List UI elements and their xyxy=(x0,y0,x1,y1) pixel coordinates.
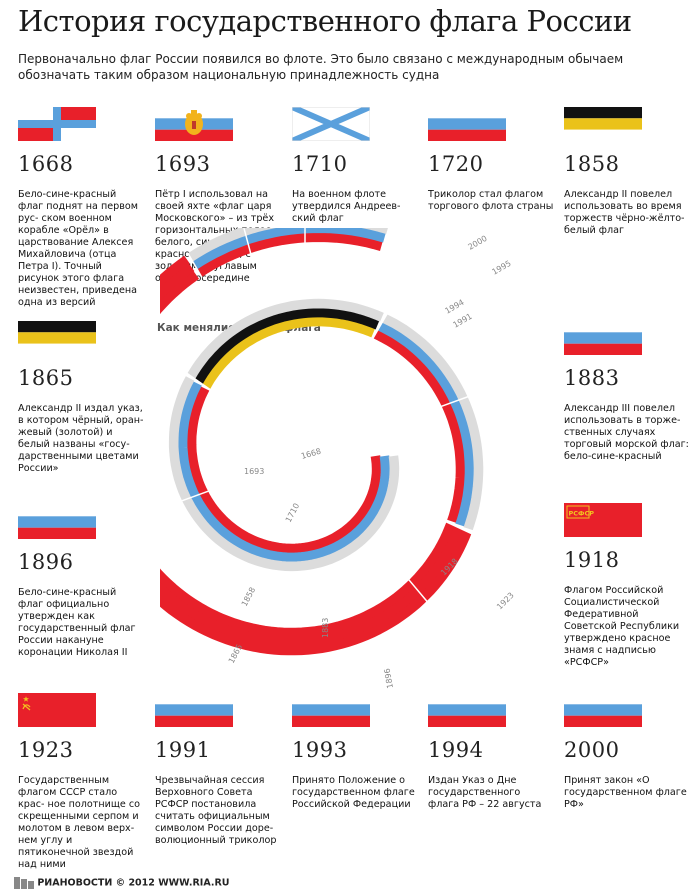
double-headed-eagle-icon xyxy=(185,110,203,135)
spiral-black-gold-white xyxy=(187,298,384,390)
hammer-sickle-icon xyxy=(22,703,31,711)
spiral-year-1896: 1896 xyxy=(383,668,395,690)
spiral-tick-3 xyxy=(440,395,469,408)
spiral-bands xyxy=(160,228,484,656)
spiral-tricolor-modern-red-stripe xyxy=(196,232,383,278)
card-description: Флагом Российской Социалистической Федер… xyxy=(564,585,680,668)
year-label: 1858 xyxy=(564,152,620,176)
tsar-flag-with-eagle-1693 xyxy=(155,107,233,141)
year-label: 2000 xyxy=(564,738,620,762)
card-description: На военном флоте утвердился Андреев- ски… xyxy=(292,189,401,224)
spiral-tricolor-modern xyxy=(187,228,388,278)
year-label: 1693 xyxy=(155,152,211,176)
spiral-tricolor-early-blue-stripe xyxy=(177,381,391,563)
rsfsr-flag-1918: РСФСР xyxy=(564,503,642,537)
spiral-black-gold-white-black-stripe xyxy=(194,307,380,384)
tricolor-flag-1991 xyxy=(155,693,233,727)
tricolor-flag-1720 xyxy=(428,107,506,141)
footer-logo-text: РИАНОВОСТИ xyxy=(37,877,113,889)
spiral-tick-4 xyxy=(445,521,473,535)
year-label: 1923 xyxy=(18,738,74,762)
year-label: 1865 xyxy=(18,366,74,390)
spiral-red-soviet-red-stripe xyxy=(160,255,472,656)
year-label: 1668 xyxy=(18,152,74,176)
card-description: Принято Положение о государственном флаг… xyxy=(292,775,415,810)
spiral-tricolor-middle xyxy=(373,314,484,531)
year-label: 1883 xyxy=(564,366,620,390)
spiral-tick-2 xyxy=(372,313,388,340)
year-label: 1918 xyxy=(564,548,620,572)
spiral-tricolor-modern-white-stripe xyxy=(187,228,388,262)
year-label: 1991 xyxy=(155,738,211,762)
spiral-year-1858: 1858 xyxy=(240,586,258,608)
rsfsr-flag-text: РСФСР xyxy=(569,510,595,518)
spiral-year-1710: 1710 xyxy=(284,502,302,524)
spiral-tricolor-middle-white-stripe xyxy=(382,314,484,531)
black-gold-white-flag-1865 xyxy=(18,321,96,355)
spiral-year-1883: 1883 xyxy=(321,618,330,638)
spiral-red-soviet-red-stripe xyxy=(160,263,464,647)
tricolor-flag-2000 xyxy=(564,693,642,727)
spiral-tricolor-middle-blue-stripe xyxy=(377,321,475,527)
ria-logo-icon xyxy=(14,877,34,889)
year-label: 1710 xyxy=(292,152,348,176)
spiral-year-1668: 1668 xyxy=(300,447,322,461)
spiral-year-2000: 2000 xyxy=(467,234,489,252)
spiral-red-soviet-red-stripe xyxy=(160,271,456,638)
tricolor-flag-1896 xyxy=(18,505,96,539)
spiral-year-1693: 1693 xyxy=(244,467,264,476)
year-label: 1993 xyxy=(292,738,348,762)
flag-color-spiral: 1668 1693 1710 1858 1865 1883 1896 1918 … xyxy=(160,228,516,690)
spiral-tick-5 xyxy=(408,579,428,603)
spiral-tick-6 xyxy=(186,252,203,279)
year-label: 1720 xyxy=(428,152,484,176)
spiral-tricolor-early xyxy=(168,376,400,572)
spiral-year-1865: 1865 xyxy=(227,643,245,665)
spiral-ticks xyxy=(181,228,473,603)
tricolor-flag-1994 xyxy=(428,693,506,727)
page-title: История государственного флага России xyxy=(18,4,632,38)
footer-copyright: © 2012 WWW.RIA.RU xyxy=(115,877,230,889)
card-description: Чрезвычайная сессия Верховного Совета РС… xyxy=(155,775,277,846)
footer: РИАНОВОСТИ © 2012 WWW.RIA.RU xyxy=(14,877,229,889)
card-description: Триколор стал флагом торгового флота стр… xyxy=(428,189,554,212)
card-description: Принят закон «О государственном флаге РФ… xyxy=(564,775,687,810)
spiral-tricolor-early-white-stripe xyxy=(168,376,400,572)
spiral-year-1995: 1995 xyxy=(491,259,513,277)
spiral-tricolor-modern-blue-stripe xyxy=(192,228,386,270)
spiral-tick-7 xyxy=(243,228,252,254)
card-description: Александр II повелел использовать во вре… xyxy=(564,189,685,236)
card-description: Издан Указ о Дне государственного флага … xyxy=(428,775,542,810)
card-description: Александр II издал указ, в котором чёрны… xyxy=(18,403,144,474)
ussr-flag-1923 xyxy=(18,693,96,727)
tricolor-flag-1883 xyxy=(564,321,642,355)
spiral-tick-1 xyxy=(186,372,211,391)
card-description: Бело-сине-красный флаг официально утверж… xyxy=(18,587,136,658)
st-andrew-flag-1710 xyxy=(292,107,370,141)
card-description: Государственным флагом СССР стало крас- … xyxy=(18,775,141,870)
spiral-year-1994: 1994 xyxy=(444,298,466,316)
year-label: 1994 xyxy=(428,738,484,762)
spiral-year-1923: 1923 xyxy=(495,591,516,612)
card-description: Александр III повелел использовать в тор… xyxy=(564,403,689,462)
spiral-black-gold-white-white-stripe xyxy=(187,298,384,379)
spiral-year-1991: 1991 xyxy=(452,312,474,330)
page-subtitle: Первоначально флаг России появился во фл… xyxy=(18,52,624,82)
tricolor-flag-1993 xyxy=(292,693,370,727)
year-label: 1896 xyxy=(18,550,74,574)
card-description: Бело-сине-красный флаг поднят на первом … xyxy=(18,189,138,308)
spiral-tick-0 xyxy=(181,490,209,502)
spiral-black-gold-white-gold-stripe xyxy=(201,316,376,390)
star-icon xyxy=(23,696,29,702)
spiral-tricolor-middle-red-stripe xyxy=(373,329,466,523)
black-gold-white-flag-1858 xyxy=(564,107,642,141)
cross-flag-1668 xyxy=(18,107,96,141)
spiral-tricolor-early-red-stripe xyxy=(186,386,382,554)
spiral-red-soviet xyxy=(160,255,472,656)
